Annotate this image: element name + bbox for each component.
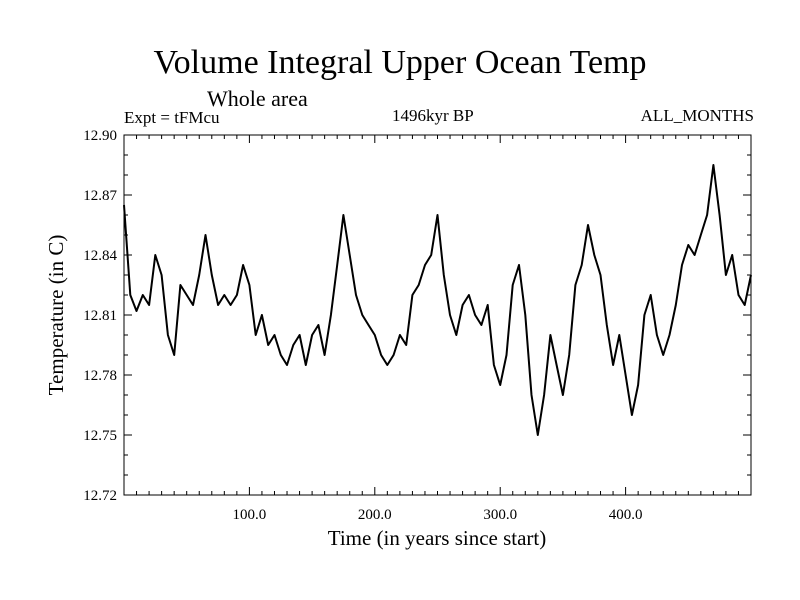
series-line-temperature bbox=[123, 164, 752, 436]
plot-frame bbox=[123, 134, 752, 496]
x-tick-label: 400.0 bbox=[609, 507, 643, 523]
y-tick-label: 12.75 bbox=[83, 428, 117, 444]
chart-title: Volume Integral Upper Ocean Temp bbox=[153, 44, 647, 81]
chart-subtitle: Whole area bbox=[207, 86, 308, 111]
x-tick-label: 300.0 bbox=[483, 507, 517, 523]
y-tick-label: 12.84 bbox=[83, 248, 117, 264]
y-axis-label: Temperature (in C) bbox=[44, 235, 68, 396]
axis-ticks bbox=[124, 134, 751, 496]
x-axis-label: Time (in years since start) bbox=[328, 526, 547, 550]
y-tick-label: 12.72 bbox=[83, 488, 117, 504]
months-label: ALL_MONTHS bbox=[640, 106, 754, 125]
axis-tick-labels: 100.0 200.0 300.0 400.0 12.72 12.75 12.78 12.81… bbox=[83, 128, 642, 523]
y-tick-label: 12.81 bbox=[83, 308, 117, 324]
time-period-label: 1496kyr BP bbox=[392, 106, 474, 125]
x-tick-label: 100.0 bbox=[233, 507, 267, 523]
y-tick-label: 12.90 bbox=[83, 128, 117, 144]
y-tick-label: 12.78 bbox=[83, 368, 117, 384]
experiment-label: Expt = tFMcu bbox=[124, 108, 220, 127]
y-tick-label: 12.87 bbox=[83, 188, 117, 204]
x-tick-label: 200.0 bbox=[358, 507, 392, 523]
